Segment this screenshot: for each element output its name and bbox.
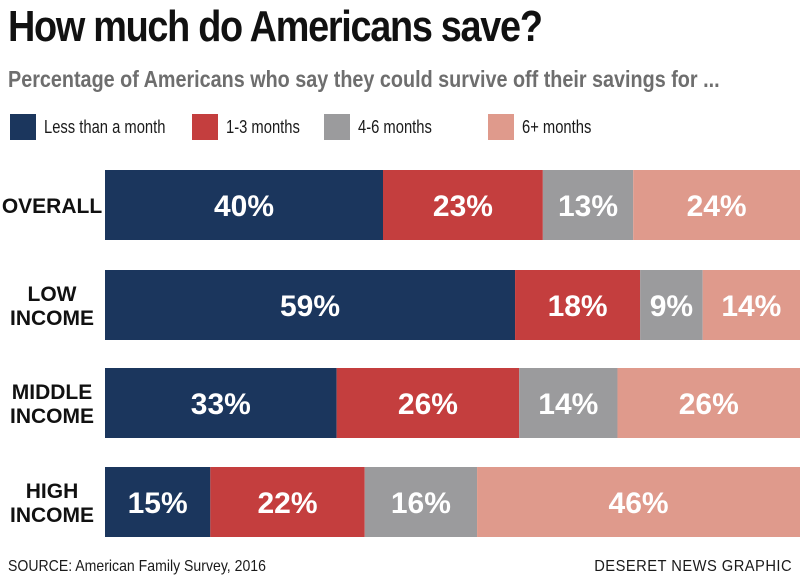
- bar-segment: [210, 467, 365, 537]
- bar-segment: [364, 467, 478, 537]
- legend-swatch: [192, 114, 218, 140]
- bar-value-label: 59%: [280, 290, 340, 323]
- bar-segment: [105, 170, 383, 240]
- bar-value-label: 40%: [214, 190, 274, 223]
- bar-value-label: 14%: [538, 388, 598, 421]
- bar-segment: [640, 270, 703, 340]
- category-label: HIGH: [26, 480, 79, 503]
- legend-item-4-6-months: 4-6 months: [324, 114, 448, 140]
- category-label: LOW: [28, 283, 77, 306]
- legend-swatch: [488, 114, 514, 140]
- bar-segment: [477, 467, 800, 537]
- bar-segment: [633, 170, 800, 240]
- source-note: SOURCE: American Family Survey, 2016: [8, 558, 266, 575]
- category-label: OVERALL: [2, 195, 103, 218]
- bar-value-label: 9%: [650, 290, 693, 323]
- category-label: INCOME: [10, 405, 94, 428]
- legend: Less than a month 1-3 months 4-6 months …: [10, 114, 800, 140]
- bar-segment: [383, 170, 543, 240]
- bar-value-label: 46%: [609, 487, 669, 520]
- bar-value-label: 15%: [128, 487, 188, 520]
- bar-value-label: 18%: [548, 290, 608, 323]
- category-label: INCOME: [10, 504, 94, 527]
- bar-segment: [105, 467, 211, 537]
- legend-item-6-plus-months: 6+ months: [488, 114, 607, 140]
- bar-segment: [542, 170, 634, 240]
- legend-item-1-3-months: 1-3 months: [192, 114, 316, 140]
- bar-value-label: 16%: [391, 487, 451, 520]
- bar-segment: [336, 368, 520, 438]
- credit-note: DESERET NEWS GRAPHIC: [594, 558, 792, 575]
- bar-segment: [617, 368, 800, 438]
- legend-label: Less than a month: [44, 116, 166, 137]
- bar-segment: [105, 368, 337, 438]
- bar-segment: [105, 270, 516, 340]
- bar-value-label: 23%: [433, 190, 493, 223]
- bar-value-label: 13%: [558, 190, 618, 223]
- legend-swatch: [324, 114, 350, 140]
- bar-value-label: 33%: [191, 388, 251, 421]
- chart-title: How much do Americans save?: [8, 2, 543, 51]
- bar-value-label: 26%: [679, 388, 739, 421]
- bar-value-label: 26%: [398, 388, 458, 421]
- category-label: INCOME: [10, 307, 94, 330]
- bar-segment: [702, 270, 800, 340]
- legend-label: 4-6 months: [358, 116, 432, 137]
- bar-value-label: 22%: [258, 487, 318, 520]
- bar-segment: [515, 270, 641, 340]
- legend-label: 1-3 months: [226, 116, 300, 137]
- legend-label: 6+ months: [522, 116, 592, 137]
- category-label: MIDDLE: [12, 381, 93, 404]
- legend-swatch: [10, 114, 36, 140]
- bar-value-label: 24%: [687, 190, 747, 223]
- chart-subtitle: Percentage of Americans who say they cou…: [8, 66, 720, 92]
- bar-segment: [519, 368, 618, 438]
- bar-value-label: 14%: [721, 290, 781, 323]
- legend-item-less-than-a-month: Less than a month: [10, 114, 192, 140]
